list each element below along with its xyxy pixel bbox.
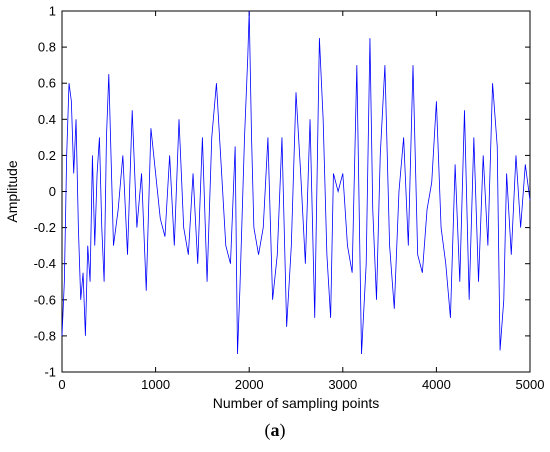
y-tick-label: -0.8 xyxy=(34,328,56,343)
y-tick-label: -0.6 xyxy=(34,292,56,307)
figure-caption: (a) xyxy=(0,420,550,441)
x-tick-label: 1000 xyxy=(141,377,170,392)
x-tick-label: 3000 xyxy=(328,377,357,392)
x-tick-label: 0 xyxy=(58,377,65,392)
x-axis-title: Number of sampling points xyxy=(213,395,380,411)
y-tick-label: 1 xyxy=(49,4,56,19)
y-axis-title: Amplitude xyxy=(4,160,20,222)
line-chart: 0 1000 2000 3000 4000 5000 -1 -0.8 -0.6 -0.4 -0.2… xyxy=(4,4,544,412)
y-tick-label: 0.8 xyxy=(38,40,56,55)
caption-letter: a xyxy=(270,420,280,440)
y-tick-label: 0 xyxy=(49,184,56,199)
x-tick-label: 4000 xyxy=(422,377,451,392)
y-tick-label: 0.2 xyxy=(38,148,56,163)
y-tick-label: -0.2 xyxy=(34,220,56,235)
plot-area xyxy=(61,10,531,373)
y-tick-label: 0.6 xyxy=(38,76,56,91)
x-tick-label: 2000 xyxy=(235,377,264,392)
caption-open-paren: ( xyxy=(264,420,271,440)
x-tick-labels: 0 1000 2000 3000 4000 5000 xyxy=(58,377,544,392)
y-tick-label: 0.4 xyxy=(38,112,56,127)
x-tick-label: 5000 xyxy=(516,377,545,392)
caption-close-paren: ) xyxy=(279,420,286,440)
series-line xyxy=(61,10,531,354)
y-tick-labels: -1 -0.8 -0.6 -0.4 -0.2 0 0.2 0.4 0.6 0.8 1 xyxy=(34,4,56,380)
y-tick-label: -1 xyxy=(44,365,56,380)
y-tick-label: -0.4 xyxy=(34,256,56,271)
